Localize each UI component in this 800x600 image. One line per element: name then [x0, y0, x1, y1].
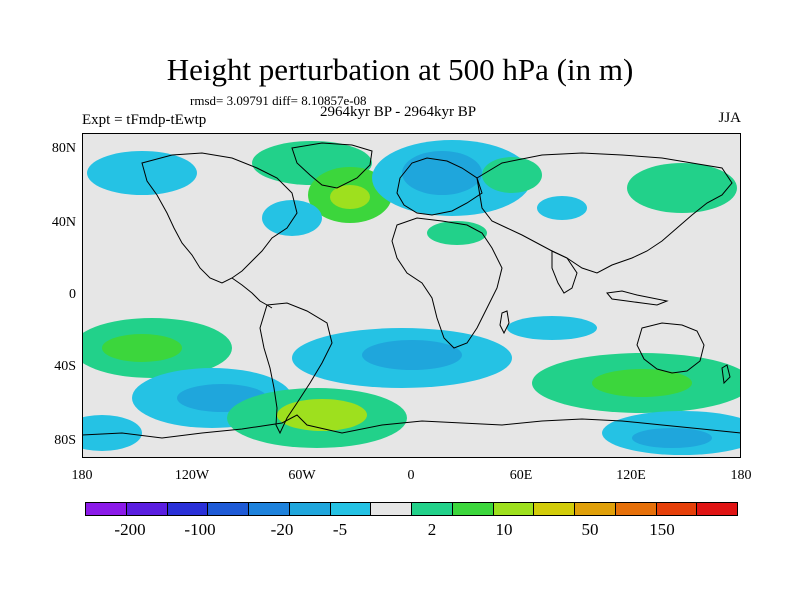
colorbar-label: -20 — [270, 520, 294, 539]
colorbar-swatch — [86, 503, 127, 515]
colorbar-label: -5 — [332, 520, 348, 539]
blob-central-asia-negative — [537, 196, 587, 220]
colorbar-label: 50 — [581, 520, 599, 539]
blob-siberia-positive — [482, 157, 542, 193]
blob-europe-negative-core — [402, 151, 482, 195]
blob-atlantic-high-core — [330, 185, 370, 209]
latitude-label: 0 — [69, 287, 76, 302]
colorbar — [85, 502, 738, 516]
coastline-asia — [476, 152, 733, 274]
map-title: Height perturbation at 500 hPa (in m) — [166, 52, 634, 87]
coastline-europe — [396, 157, 483, 216]
coastline-madagascar — [499, 310, 510, 335]
coastline-new-zealand — [721, 364, 731, 385]
blob-indian-ocean-positive-core — [592, 369, 692, 397]
period-label: 2964kyr BP - 2964kyr BP — [320, 104, 477, 120]
colorbar-swatch — [656, 503, 698, 515]
blob-north-pacific-negative — [87, 151, 197, 195]
colorbar-swatch — [126, 503, 168, 515]
coastline-indonesia — [606, 290, 669, 306]
blob-east-asia-positive — [627, 163, 737, 213]
blob-weddell-positive-core — [277, 399, 367, 431]
latitude-label: 40S — [54, 359, 76, 374]
coastline-central-america — [231, 277, 273, 309]
colorbar-swatch — [371, 503, 412, 515]
colorbar-label: 2 — [427, 520, 437, 539]
colorbar-swatch — [249, 503, 290, 515]
colorbar-label: 10 — [495, 520, 513, 539]
colorbar-swatch — [412, 503, 453, 515]
longitude-label: 120E — [616, 468, 646, 483]
colorbar-swatch — [167, 503, 209, 515]
colorbar-swatch — [534, 503, 575, 515]
colorbar-swatch — [452, 503, 494, 515]
colorbar-swatch — [208, 503, 249, 515]
longitude-label: 180 — [71, 468, 93, 483]
stats-text: rmsd= 3.09791 diff= 8.10857e-08 — [190, 93, 367, 108]
blob-mediterranean-positive — [427, 221, 487, 245]
latitude-label: 40N — [51, 215, 76, 230]
longitude-label: 60W — [288, 468, 316, 483]
blob-southern-indian-negative — [507, 316, 597, 340]
colorbar-swatch — [697, 503, 737, 515]
colorbar-label: -100 — [184, 520, 216, 539]
map-border — [82, 133, 741, 458]
anomaly-field — [82, 140, 741, 455]
coastline-africa — [391, 217, 503, 349]
blob-south-atlantic-negative-core — [362, 340, 462, 370]
coastlines — [82, 142, 741, 439]
coastline-antarctica — [82, 414, 741, 439]
colorbar-swatch — [615, 503, 657, 515]
blob-eastern-us-negative — [262, 200, 322, 236]
coastline-india — [551, 250, 578, 294]
colorbar-swatch — [330, 503, 372, 515]
colorbar-label: 150 — [649, 520, 675, 539]
latitude-label: 80S — [54, 433, 76, 448]
latitude-label: 80N — [51, 141, 76, 156]
colorbar-swatch — [493, 503, 535, 515]
coastline-greenland — [291, 142, 373, 189]
longitude-label: 120W — [174, 468, 210, 483]
map-panel — [82, 133, 741, 458]
coastline-australia — [636, 322, 705, 374]
coastline-south-america — [259, 302, 333, 435]
colorbar-swatch — [575, 503, 616, 515]
blob-antarctic-negative-core — [632, 428, 712, 448]
longitude-label: 60E — [509, 468, 533, 483]
longitude-label: 180 — [730, 468, 752, 483]
experiment-label: Expt = tFmdp-tEwtp — [82, 112, 207, 128]
coastline-north-america — [141, 152, 298, 284]
blob-south-pacific-positive-core — [102, 334, 182, 362]
longitude-label: 0 — [407, 468, 415, 483]
colorbar-label: -200 — [114, 520, 146, 539]
season-label: JJA — [718, 110, 741, 126]
colorbar-swatch — [289, 503, 331, 515]
map-canvas — [82, 133, 741, 458]
